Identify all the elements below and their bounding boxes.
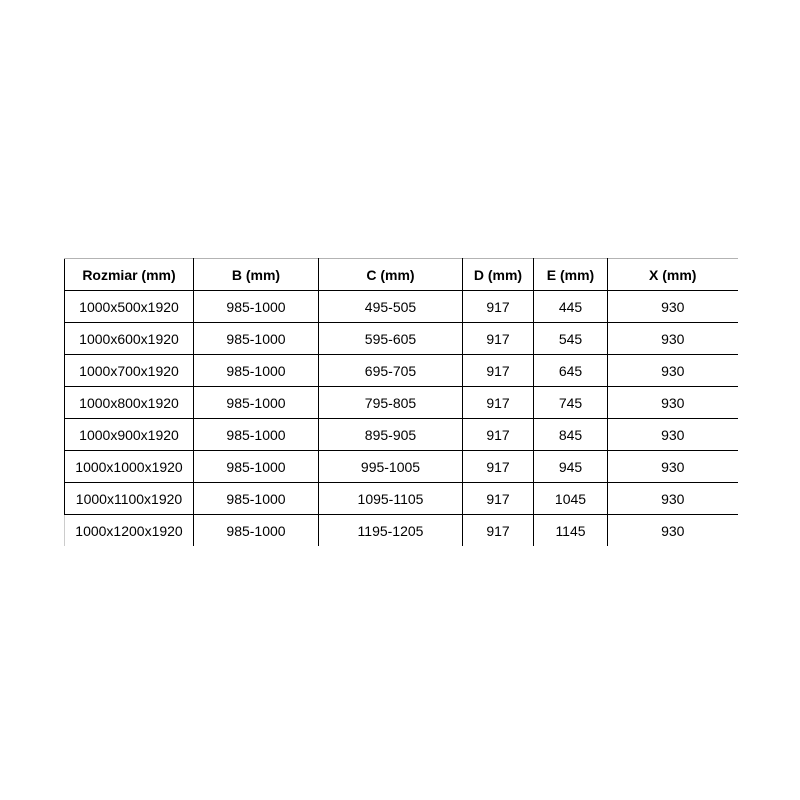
cell-b: 985-1000: [193, 354, 319, 387]
cell-x: 930: [607, 514, 738, 546]
cell-b: 985-1000: [193, 290, 319, 323]
dimensions-table: Rozmiar (mm) B (mm) C (mm) D (mm) E (mm)…: [64, 258, 738, 546]
cell-d: 917: [462, 450, 534, 483]
cell-d: 917: [462, 514, 534, 546]
table-row: 1000x700x1920 985-1000 695-705 917 645 9…: [64, 354, 738, 387]
cell-d: 917: [462, 386, 534, 419]
cell-e: 745: [533, 386, 608, 419]
cell-d: 917: [462, 482, 534, 515]
table-row: 1000x600x1920 985-1000 595-605 917 545 9…: [64, 322, 738, 355]
cell-e: 1145: [533, 514, 608, 546]
cell-b: 985-1000: [193, 482, 319, 515]
cell-b: 985-1000: [193, 386, 319, 419]
cell-rozmiar: 1000x900x1920: [64, 418, 194, 451]
cell-d: 917: [462, 354, 534, 387]
cell-d: 917: [462, 418, 534, 451]
cell-rozmiar: 1000x500x1920: [64, 290, 194, 323]
table-row: 1000x1000x1920 985-1000 995-1005 917 945…: [64, 450, 738, 483]
cell-e: 945: [533, 450, 608, 483]
header-x: X (mm): [607, 258, 738, 291]
cell-c: 1195-1205: [318, 514, 463, 546]
cell-x: 930: [607, 386, 738, 419]
cell-x: 930: [607, 418, 738, 451]
table-row: 1000x1100x1920 985-1000 1095-1105 917 10…: [64, 482, 738, 515]
cell-rozmiar: 1000x1000x1920: [64, 450, 194, 483]
table-row: 1000x900x1920 985-1000 895-905 917 845 9…: [64, 418, 738, 451]
cell-d: 917: [462, 322, 534, 355]
header-rozmiar: Rozmiar (mm): [64, 258, 194, 291]
dimensions-table-container: Rozmiar (mm) B (mm) C (mm) D (mm) E (mm)…: [64, 258, 738, 546]
cell-e: 1045: [533, 482, 608, 515]
table-header-row: Rozmiar (mm) B (mm) C (mm) D (mm) E (mm)…: [64, 258, 738, 291]
cell-c: 595-605: [318, 322, 463, 355]
cell-rozmiar: 1000x600x1920: [64, 322, 194, 355]
cell-b: 985-1000: [193, 418, 319, 451]
table-row: 1000x800x1920 985-1000 795-805 917 745 9…: [64, 386, 738, 419]
cell-b: 985-1000: [193, 322, 319, 355]
cell-e: 645: [533, 354, 608, 387]
cell-c: 495-505: [318, 290, 463, 323]
cell-d: 917: [462, 290, 534, 323]
cell-x: 930: [607, 354, 738, 387]
header-b: B (mm): [193, 258, 319, 291]
header-c: C (mm): [318, 258, 463, 291]
cell-c: 1095-1105: [318, 482, 463, 515]
cell-x: 930: [607, 322, 738, 355]
cell-e: 545: [533, 322, 608, 355]
cell-b: 985-1000: [193, 514, 319, 546]
cell-rozmiar: 1000x1100x1920: [64, 482, 194, 515]
cell-e: 445: [533, 290, 608, 323]
cell-x: 930: [607, 482, 738, 515]
cell-c: 795-805: [318, 386, 463, 419]
cell-x: 930: [607, 290, 738, 323]
table-row: 1000x500x1920 985-1000 495-505 917 445 9…: [64, 290, 738, 323]
cell-e: 845: [533, 418, 608, 451]
cell-c: 895-905: [318, 418, 463, 451]
cell-rozmiar: 1000x800x1920: [64, 386, 194, 419]
cell-c: 695-705: [318, 354, 463, 387]
cell-rozmiar: 1000x1200x1920: [64, 514, 194, 546]
header-e: E (mm): [533, 258, 608, 291]
cell-c: 995-1005: [318, 450, 463, 483]
header-d: D (mm): [462, 258, 534, 291]
cell-b: 985-1000: [193, 450, 319, 483]
table-row: 1000x1200x1920 985-1000 1195-1205 917 11…: [64, 514, 738, 546]
cell-x: 930: [607, 450, 738, 483]
cell-rozmiar: 1000x700x1920: [64, 354, 194, 387]
